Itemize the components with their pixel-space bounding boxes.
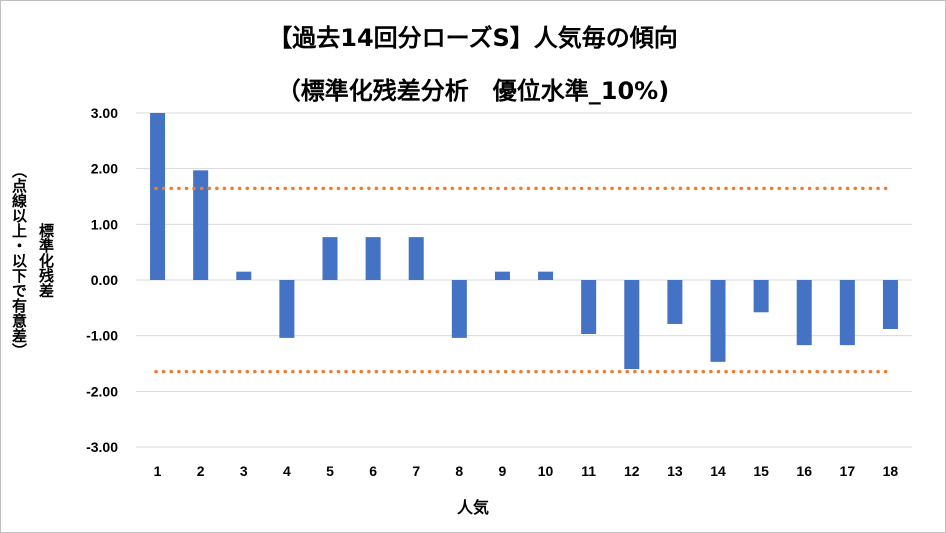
- bar-5: [322, 237, 338, 280]
- y-tick-label: 2.00: [91, 161, 118, 177]
- x-tick-labels: 1 2 3 4 5 6 7 8 9 10 11 12 13 14 15 16 17 18: [154, 463, 899, 479]
- x-tick-label: 17: [840, 463, 856, 479]
- chart-title-line1: 【過去14回分ローズS】人気毎の傾向: [268, 24, 678, 52]
- x-tick-label: 6: [369, 463, 377, 479]
- bar-17: [839, 280, 855, 346]
- bar-15: [753, 280, 769, 313]
- bar-3: [236, 271, 252, 280]
- bar-8: [451, 280, 467, 338]
- y-tick-labels: 3.00 2.00 1.00 0.00 -1.00 -2.00 -3.00: [86, 105, 118, 455]
- bars: [150, 113, 898, 370]
- y-axis-label-line2: （点線以上・以下で有意差）: [10, 162, 28, 358]
- x-tick-label: 4: [283, 463, 291, 479]
- x-tick-label: 9: [499, 463, 507, 479]
- x-tick-label: 1: [154, 463, 162, 479]
- bar-11: [581, 280, 597, 334]
- bar-6: [365, 237, 381, 280]
- bar-10: [538, 271, 554, 280]
- x-tick-label: 16: [796, 463, 812, 479]
- x-tick-label: 13: [667, 463, 683, 479]
- chart-title-line2: （標準化残差分析 優位水準_10%): [276, 77, 670, 105]
- y-tick-label: -1.00: [86, 328, 118, 344]
- bar-2: [193, 170, 209, 280]
- x-tick-label: 18: [883, 463, 899, 479]
- x-tick-label: 10: [538, 463, 554, 479]
- x-tick-label: 5: [326, 463, 334, 479]
- x-tick-label: 7: [412, 463, 420, 479]
- x-axis-label: 人気: [456, 498, 489, 517]
- bar-9: [494, 271, 510, 280]
- gridlines: [136, 112, 912, 448]
- x-tick-label: 8: [455, 463, 463, 479]
- x-tick-label: 3: [240, 463, 248, 479]
- threshold-lines: [154, 186, 894, 374]
- y-tick-label: 1.00: [91, 216, 118, 232]
- y-tick-label: -2.00: [86, 383, 118, 399]
- bar-1: [150, 113, 166, 280]
- x-tick-label: 15: [753, 463, 769, 479]
- bar-13: [667, 280, 683, 324]
- bar-14: [710, 280, 726, 362]
- bar-18: [882, 280, 898, 329]
- x-tick-label: 11: [581, 463, 596, 479]
- x-tick-label: 2: [197, 463, 205, 479]
- y-axis-label-line1: 標準化残差: [37, 222, 55, 298]
- bar-16: [796, 280, 812, 346]
- y-tick-label: -3.00: [86, 439, 118, 455]
- bar-12: [624, 280, 640, 370]
- y-tick-label: 3.00: [91, 105, 118, 121]
- x-tick-label: 12: [624, 463, 640, 479]
- x-tick-label: 14: [710, 463, 726, 479]
- bar-7: [408, 237, 424, 280]
- bar-4: [279, 280, 295, 338]
- y-tick-label: 0.00: [91, 272, 118, 288]
- y-axis-label: 標準化残差 （点線以上・以下で有意差）: [2, 110, 64, 410]
